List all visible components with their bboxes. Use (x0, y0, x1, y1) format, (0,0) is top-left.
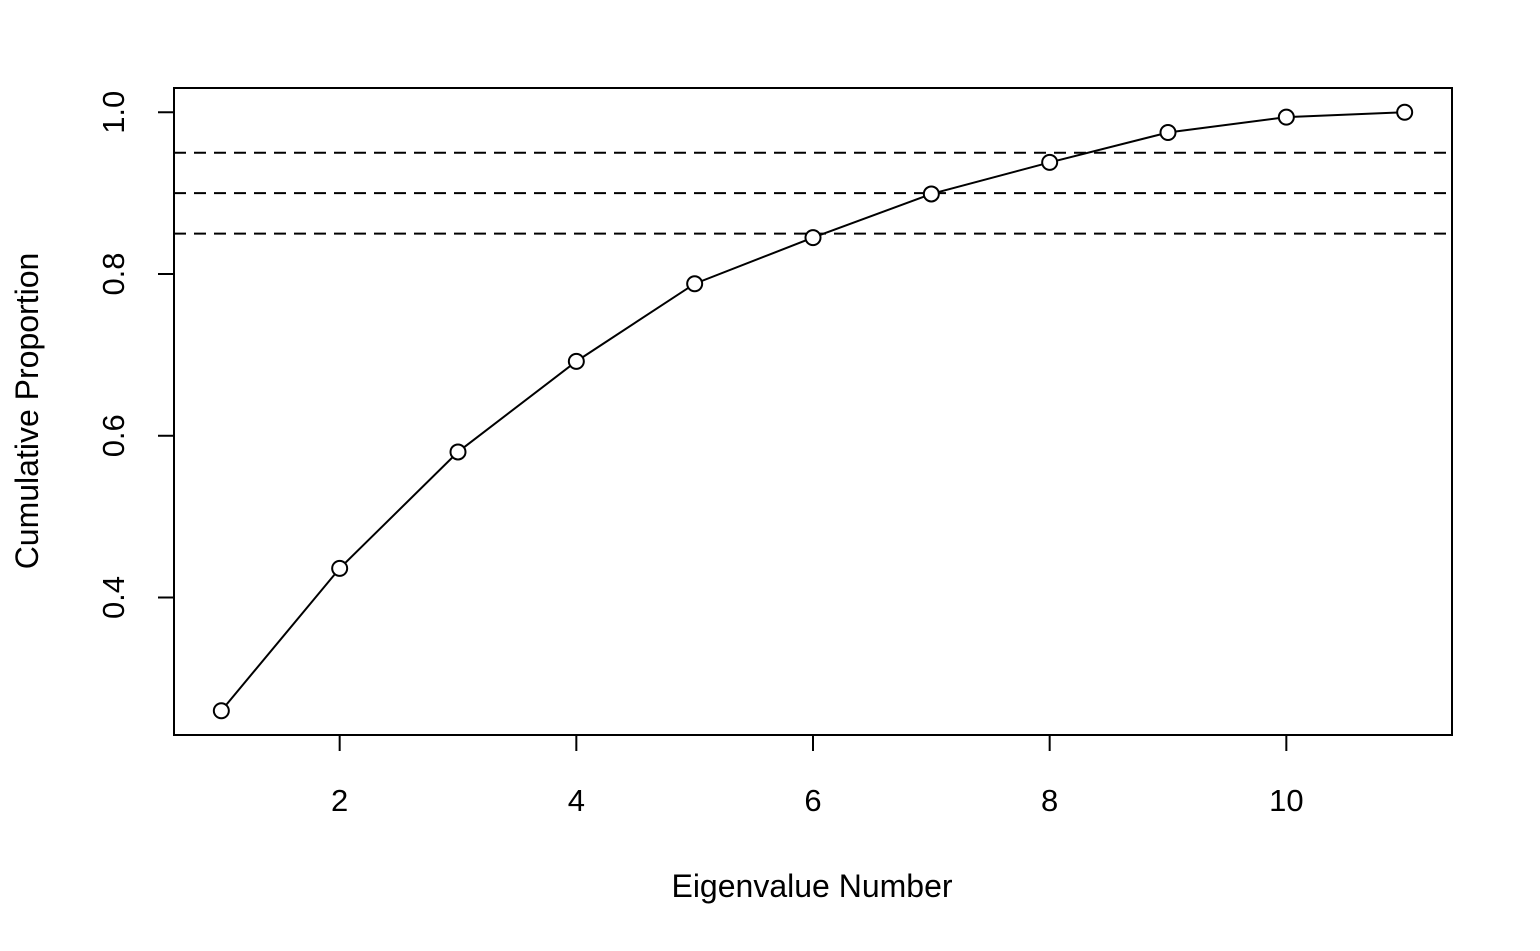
y-axis: 0.4 0.6 0.8 1.0 (96, 91, 174, 619)
x-axis: 2 4 6 8 10 (331, 735, 1304, 818)
data-point (449, 443, 467, 461)
y-tick-label: 0.8 (96, 252, 131, 295)
data-point (804, 229, 822, 247)
data-point (1041, 153, 1059, 171)
x-tick-label: 2 (331, 783, 348, 818)
y-tick-label: 1.0 (96, 91, 131, 134)
x-tick-label: 4 (568, 783, 585, 818)
x-tick-label: 6 (804, 783, 821, 818)
plot-frame (173, 87, 1453, 736)
data-point (686, 275, 704, 293)
y-tick-label: 0.6 (96, 414, 131, 457)
data-point (331, 559, 349, 577)
data-point (1159, 123, 1177, 141)
series-line (220, 111, 1405, 712)
data-point (1396, 103, 1414, 121)
data-point (1277, 108, 1295, 126)
data-point (567, 352, 585, 370)
x-tick-label: 10 (1269, 783, 1303, 818)
series-group (212, 103, 1414, 720)
data-point (922, 185, 940, 203)
x-tick-label: 8 (1041, 783, 1058, 818)
x-axis-title: Eigenvalue Number (671, 868, 952, 904)
y-axis-title: Cumulative Proportion (9, 253, 45, 570)
data-point (212, 702, 230, 720)
y-tick-label: 0.4 (96, 576, 131, 619)
reference-lines (174, 151, 1452, 235)
